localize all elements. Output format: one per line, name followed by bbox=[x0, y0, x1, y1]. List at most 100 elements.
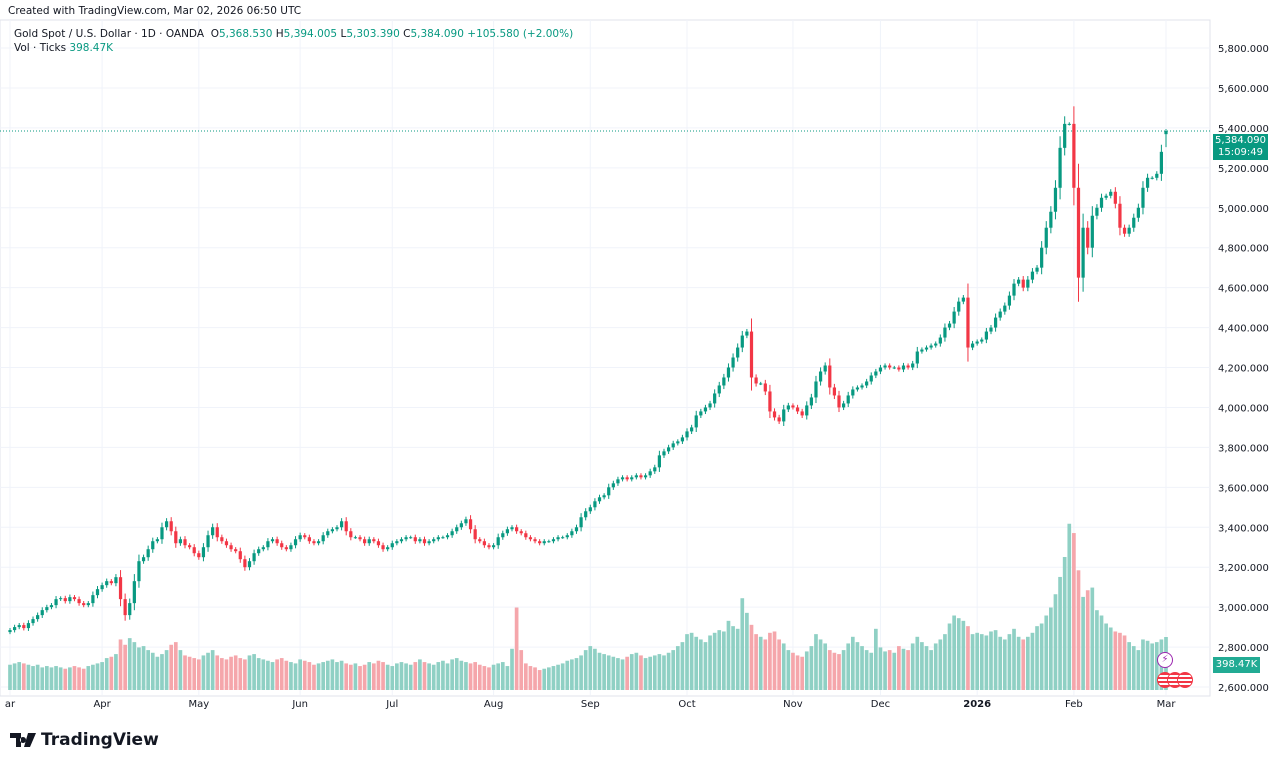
lightning-event-icon[interactable]: ⚡ bbox=[1157, 652, 1173, 668]
candle bbox=[455, 524, 459, 534]
candle-body bbox=[1113, 191, 1117, 204]
candle bbox=[980, 337, 984, 344]
candle-body bbox=[584, 511, 588, 518]
candle-body bbox=[1081, 227, 1085, 278]
ohlc-legend-row[interactable]: Gold Spot / U.S. Dollar · 1D · OANDA O5,… bbox=[14, 28, 574, 40]
y-tick-label: 3,000.000 bbox=[1218, 603, 1269, 614]
candle-body bbox=[243, 559, 247, 568]
candle-body bbox=[911, 363, 915, 368]
us-flag-event-icon[interactable] bbox=[1177, 672, 1193, 688]
volume-bar bbox=[639, 655, 643, 690]
volume-bar bbox=[818, 639, 823, 690]
candle bbox=[468, 515, 473, 534]
volume-bar bbox=[827, 650, 832, 690]
candle bbox=[59, 596, 63, 601]
volume-bar bbox=[436, 662, 441, 690]
tradingview-logo[interactable]: TradingView bbox=[10, 730, 159, 750]
volume-bar bbox=[892, 652, 897, 690]
candle bbox=[229, 542, 233, 552]
candle bbox=[1063, 116, 1067, 156]
candle-body bbox=[367, 539, 371, 544]
candle-body bbox=[961, 297, 965, 302]
candle-body bbox=[745, 331, 749, 336]
candle-body bbox=[602, 495, 606, 498]
candle bbox=[929, 343, 933, 350]
candle-body bbox=[358, 537, 362, 540]
price-chart[interactable]: 2,600.000 2,800.000 3,000.000 3,200.000 3,40… bbox=[0, 0, 1280, 720]
candle-body bbox=[123, 599, 127, 616]
candle bbox=[45, 604, 49, 613]
volume-bar bbox=[791, 652, 795, 690]
candle bbox=[924, 345, 929, 352]
volume-bar bbox=[210, 650, 215, 690]
candle bbox=[722, 373, 726, 390]
volume-bar bbox=[1049, 607, 1053, 690]
volume-bar bbox=[685, 634, 689, 690]
candle bbox=[1053, 180, 1058, 220]
candle bbox=[694, 410, 698, 432]
candle bbox=[1003, 302, 1007, 315]
volume-bar bbox=[634, 652, 639, 690]
candle-body bbox=[528, 537, 533, 540]
candle-body bbox=[151, 541, 155, 550]
candle-body bbox=[164, 521, 169, 528]
candle bbox=[533, 537, 537, 544]
candle bbox=[1127, 224, 1131, 237]
candle bbox=[275, 536, 279, 546]
candle-body bbox=[363, 539, 367, 544]
volume-legend-row[interactable]: Vol · Ticks 398.47K bbox=[14, 41, 573, 55]
volume-bar bbox=[252, 654, 256, 690]
volume-bar bbox=[883, 651, 887, 690]
volume-bar bbox=[266, 660, 270, 690]
candle-body bbox=[1145, 177, 1150, 188]
candle bbox=[975, 339, 979, 346]
volume-bar bbox=[579, 655, 583, 690]
candle-body bbox=[657, 455, 661, 468]
candle-body bbox=[800, 411, 804, 416]
candle bbox=[648, 468, 652, 478]
candle-body bbox=[1136, 207, 1140, 218]
volume-bar bbox=[178, 650, 183, 690]
candle bbox=[1017, 277, 1021, 287]
volume-bar bbox=[344, 663, 349, 690]
volume-bar bbox=[758, 636, 763, 690]
y-tick-label: 3,400.000 bbox=[1218, 523, 1269, 534]
candle-body bbox=[795, 407, 800, 412]
candle bbox=[501, 530, 505, 540]
candle bbox=[510, 525, 514, 532]
candle-body bbox=[703, 407, 708, 412]
volume-bar bbox=[1145, 640, 1150, 690]
candle-body bbox=[970, 343, 975, 348]
volume-bar bbox=[450, 659, 454, 690]
candle bbox=[201, 543, 206, 562]
candle bbox=[169, 517, 173, 536]
candle bbox=[215, 523, 219, 542]
candle bbox=[832, 383, 837, 400]
volume-bar bbox=[40, 667, 45, 690]
volume-bar bbox=[514, 607, 519, 690]
volume-bar bbox=[740, 598, 745, 690]
candle bbox=[192, 544, 196, 557]
volume-bar bbox=[897, 646, 901, 690]
volume-bar bbox=[487, 667, 491, 690]
candle-body bbox=[607, 487, 611, 496]
candle-body bbox=[63, 598, 67, 602]
candle-body bbox=[662, 451, 666, 456]
volume-bar bbox=[330, 659, 335, 690]
volume-bar bbox=[141, 646, 146, 690]
candle bbox=[307, 534, 311, 544]
candle bbox=[49, 603, 54, 610]
candle bbox=[326, 528, 330, 538]
candle-body bbox=[556, 537, 560, 540]
volume-bar bbox=[855, 642, 860, 690]
candle bbox=[1007, 291, 1012, 310]
candle-body bbox=[289, 545, 293, 550]
candle bbox=[432, 537, 436, 544]
candle-body bbox=[1049, 211, 1053, 228]
volume-bar bbox=[376, 660, 381, 690]
candle bbox=[901, 362, 906, 373]
candle bbox=[335, 525, 339, 532]
candle bbox=[284, 545, 288, 552]
candle bbox=[376, 538, 381, 548]
volume-bar bbox=[611, 656, 616, 690]
